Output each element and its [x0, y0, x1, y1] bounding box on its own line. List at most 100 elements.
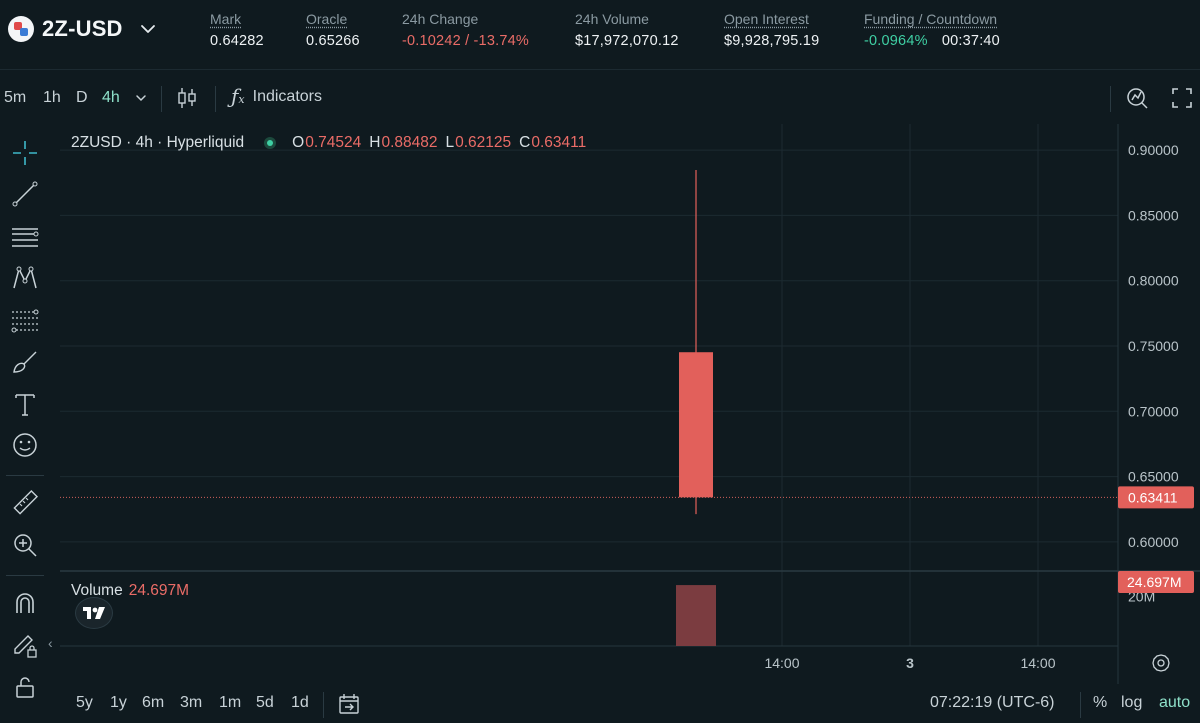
- legend-low-label: L: [445, 134, 455, 151]
- range-5d[interactable]: 5d: [256, 694, 274, 711]
- magnet-icon: [16, 593, 34, 613]
- smiley-icon: [13, 433, 37, 457]
- zoom-in-tool[interactable]: [8, 528, 42, 562]
- candlestick-icon[interactable]: [176, 86, 198, 110]
- lock-icon: [16, 677, 34, 698]
- crosshair-tool[interactable]: [8, 136, 42, 170]
- range-1m[interactable]: 1m: [219, 694, 242, 711]
- legend-open: 0.74524: [305, 134, 362, 151]
- text-icon: [15, 394, 35, 416]
- toolbar-divider: [1110, 86, 1111, 112]
- alert-icon[interactable]: [1125, 86, 1149, 110]
- fib-retracement-tool[interactable]: [8, 303, 42, 337]
- stat-24h-volume: 24h Volume $17,972,070.12: [575, 11, 679, 49]
- horizontal-lines-icon: [12, 228, 39, 247]
- brush-icon: [13, 351, 37, 373]
- legend-high-label: H: [369, 134, 381, 151]
- price-tick-label: 0.60000: [1128, 534, 1179, 550]
- stat-value: -0.10242 / -13.74%: [402, 33, 529, 49]
- tradingview-icon: [83, 607, 105, 619]
- price-tick-label: 0.65000: [1128, 469, 1179, 485]
- range-1d[interactable]: 1d: [291, 694, 309, 711]
- gear-outline: [1152, 654, 1170, 672]
- brush-tool[interactable]: [8, 345, 42, 379]
- pair-selector[interactable]: 2Z-USD: [8, 16, 157, 42]
- percent-scale-toggle[interactable]: %: [1093, 694, 1108, 711]
- bottom-divider: [1080, 692, 1081, 718]
- price-tick-label: 0.90000: [1128, 142, 1179, 158]
- timeframe-d[interactable]: D: [76, 89, 88, 106]
- settings-gear-icon[interactable]: [1152, 654, 1170, 672]
- horizontal-lines-tool[interactable]: [8, 219, 42, 253]
- legend-symbol: 2ZUSD · 4h · Hyperliquid: [71, 134, 245, 151]
- stat-24h-change: 24h Change -0.10242 / -13.74%: [402, 11, 529, 49]
- stat-label: 24h Volume: [575, 11, 649, 27]
- stat-funding-countdown[interactable]: Funding / Countdown -0.0964% 00:37:40: [864, 11, 1000, 49]
- auto-scale-toggle[interactable]: auto: [1159, 694, 1191, 711]
- stat-label: Funding / Countdown: [864, 11, 998, 27]
- range-5y[interactable]: 5y: [76, 694, 93, 711]
- stat-oracle[interactable]: Oracle 0.65266: [306, 11, 360, 49]
- ruler-icon: [13, 489, 39, 515]
- magnet-tool[interactable]: [8, 586, 42, 620]
- fullscreen-icon[interactable]: [1171, 87, 1193, 109]
- volume-last-badge: [1118, 571, 1194, 593]
- stat-value: $17,972,070.12: [575, 33, 679, 49]
- chart-legend: 2ZUSD · 4h · Hyperliquid O 0.74524 H 0.884…: [71, 134, 594, 152]
- timeframe-5m[interactable]: 5m: [4, 89, 27, 106]
- last-price-badge: [1118, 486, 1194, 509]
- trend-line-tool[interactable]: [8, 177, 42, 211]
- market-header: 2Z-USD Mark 0.64282 Oracle 0.65266 24h C…: [0, 0, 1200, 70]
- bottom-bar: 5y 1y 6m 3m 1m 5d 1d 07:22:19 (UTC-6) % …: [0, 684, 1200, 723]
- funding-countdown: 00:37:40: [941, 33, 1000, 49]
- volume-legend: Volume 24.697M: [71, 582, 189, 600]
- pattern-tool[interactable]: [8, 261, 42, 295]
- candle-body: [679, 352, 713, 498]
- bottom-divider: [323, 692, 324, 718]
- stat-label: Open Interest: [724, 11, 809, 27]
- date-range-icon[interactable]: [337, 692, 361, 716]
- pattern-icon: [13, 266, 37, 289]
- pencil-lock-icon: [14, 635, 37, 658]
- timeframe-1h[interactable]: 1h: [43, 89, 61, 106]
- legend-low: 0.62125: [455, 134, 512, 151]
- legend-close-label: C: [519, 134, 531, 151]
- crosshair-icon: [13, 141, 37, 165]
- legend-open-label: O: [292, 134, 305, 151]
- time-tick-label: 14:00: [764, 655, 799, 671]
- stat-mark[interactable]: Mark 0.64282: [210, 11, 264, 49]
- zoom-in-icon: [14, 534, 37, 557]
- collapse-toolbar-icon[interactable]: ‹: [48, 635, 53, 651]
- emoji-tool[interactable]: [8, 428, 42, 462]
- lock-tool[interactable]: [8, 670, 42, 704]
- log-scale-toggle[interactable]: log: [1121, 694, 1143, 711]
- lock-drawing-tool[interactable]: [8, 628, 42, 662]
- volume-bar: [676, 585, 716, 646]
- stat-value: $9,928,795.19: [724, 33, 820, 49]
- toolbar-divider: [6, 475, 44, 476]
- chevron-down-icon: [140, 25, 155, 33]
- indicators-button[interactable]: ƒx Indicators: [231, 84, 322, 108]
- stat-value: 0.65266: [306, 33, 360, 49]
- price-tick-label: 0.70000: [1128, 403, 1179, 419]
- volume-last-label: 24.697M: [1127, 574, 1181, 590]
- range-3m[interactable]: 3m: [180, 694, 203, 711]
- stat-open-interest[interactable]: Open Interest $9,928,795.19: [724, 11, 819, 49]
- text-tool[interactable]: [8, 387, 42, 421]
- price-chart[interactable]: 0.90000 0.85000 0.80000 0.75000 0.70000 0.650…: [60, 124, 1200, 684]
- chart-toolbar: 5m 1h D 4h ƒx Indicators: [0, 78, 1200, 118]
- clock[interactable]: 07:22:19 (UTC-6): [930, 694, 1055, 711]
- pair-name: 2Z-USD: [42, 16, 123, 41]
- volume-label: Volume: [71, 582, 123, 599]
- function-icon: ƒx: [231, 84, 245, 108]
- last-price-label: 0.63411: [1128, 489, 1178, 505]
- market-status-dot: [264, 137, 277, 149]
- timeframe-4h[interactable]: 4h: [102, 89, 120, 106]
- toolbar-divider: [6, 575, 44, 576]
- range-6m[interactable]: 6m: [142, 694, 165, 711]
- timeframe-chevron-down-icon[interactable]: [134, 91, 148, 105]
- price-tick-label: 0.75000: [1128, 338, 1179, 354]
- range-1y[interactable]: 1y: [110, 694, 127, 711]
- tradingview-logo[interactable]: [75, 597, 113, 629]
- ruler-tool[interactable]: [8, 486, 42, 520]
